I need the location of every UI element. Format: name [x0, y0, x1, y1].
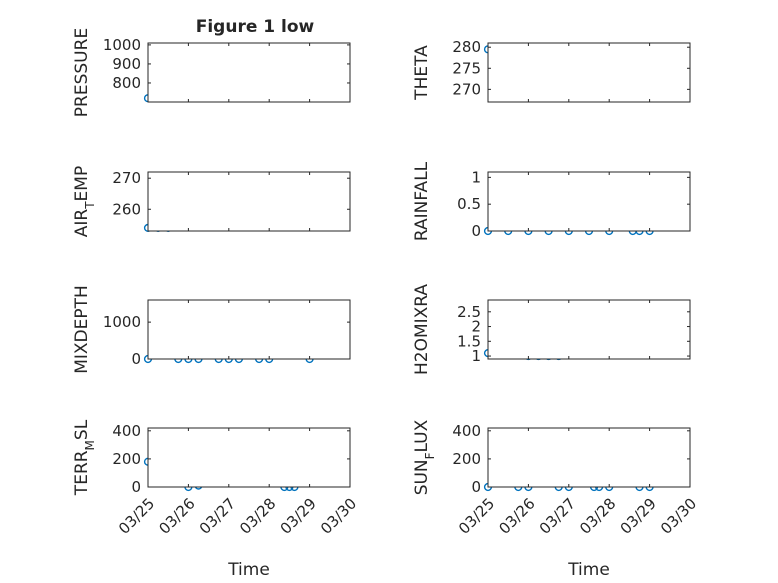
y-axis-label-part: EMP	[72, 166, 92, 202]
x-axis-label: Time	[567, 560, 610, 580]
y-axis-label-part: SUN	[412, 459, 432, 495]
y-axis-label: PRESSURE	[72, 28, 92, 117]
y-tick-label: 1.5	[457, 332, 481, 350]
x-tick-label: 03/29	[617, 495, 660, 538]
y-tick-label: 280	[452, 38, 481, 56]
y-axis-label-part: SL	[72, 419, 92, 440]
x-tick-label: 03/27	[196, 495, 239, 538]
y-tick-label: 0	[471, 478, 481, 496]
x-tick-label: 03/28	[576, 495, 619, 538]
y-axis-label-part: TERR	[72, 450, 92, 496]
y-tick-label: 2.5	[457, 303, 481, 321]
y-tick-label: 200	[452, 450, 481, 468]
subplot-3: 260 270 AIRTEMP	[72, 166, 351, 237]
y-axis-label: MIXDEPTH	[72, 285, 92, 374]
y-tick-label: 200	[112, 450, 141, 468]
y-axis-label: AIRTEMP	[72, 166, 97, 237]
y-axis-label: H2OMIXRA	[412, 284, 432, 375]
axes-frame	[487, 171, 691, 232]
y-axis-label: RAINFALL	[412, 161, 432, 241]
y-axis-label-part: AIR	[72, 209, 92, 238]
y-tick-label: 270	[112, 169, 141, 187]
y-axis-label-part: LUX	[412, 419, 432, 452]
y-axis-label-subscript: T	[83, 201, 97, 210]
x-axis-label: Time	[227, 560, 270, 580]
y-tick-label: 900	[112, 55, 141, 73]
y-axis-label-part: PRESSURE	[72, 28, 92, 117]
y-tick-label: 1	[471, 168, 481, 186]
x-tick-label: 03/26	[495, 495, 538, 538]
x-tick-label: 03/30	[317, 495, 360, 538]
axes-frame	[487, 427, 691, 488]
figure-title: Figure 1 low	[196, 17, 315, 37]
y-tick-label: 800	[112, 74, 141, 92]
subplot-5: 0 1000 MIXDEPTH	[72, 285, 351, 374]
y-axis-label: TERRMSL	[72, 419, 97, 496]
axes-frame	[487, 42, 691, 103]
y-tick-label: 270	[452, 80, 481, 98]
y-axis-label: SUNFLUX	[412, 419, 437, 495]
y-axis-label-part: THETA	[412, 45, 432, 101]
axes-frame	[147, 42, 351, 103]
y-tick-label: 0	[131, 350, 141, 368]
subplot-6: 11.522.5 H2OMIXRA	[412, 284, 691, 375]
axes-frame	[487, 299, 691, 360]
x-tick-label: 03/29	[277, 495, 320, 538]
y-axis-label-part: RAINFALL	[412, 161, 432, 241]
axes-frame	[147, 427, 351, 488]
y-tick-label: 275	[452, 59, 481, 77]
y-axis-label-subscript: M	[83, 440, 97, 450]
y-tick-label: 1000	[103, 36, 141, 54]
axes-frame	[147, 171, 351, 232]
x-tick-label: 03/25	[455, 495, 498, 538]
y-tick-label: 1	[471, 347, 481, 365]
x-tick-label: 03/25	[115, 495, 158, 538]
y-axis-label-part: H2OMIXRA	[412, 284, 432, 375]
y-tick-label: 0	[131, 478, 141, 496]
y-axis-label-subscript: F	[423, 452, 437, 459]
y-axis-label: THETA	[412, 45, 432, 101]
axes-frame	[147, 299, 351, 360]
x-tick-label: 03/28	[236, 495, 279, 538]
y-axis-label-part: MIXDEPTH	[72, 285, 92, 374]
x-tick-label: 03/26	[155, 495, 198, 538]
y-tick-label: 260	[112, 200, 141, 218]
y-tick-label: 2	[471, 318, 481, 336]
subplot-2: 270 275 280 THETA	[412, 38, 691, 103]
x-tick-label: 03/27	[536, 495, 579, 538]
y-tick-label: 1000	[103, 313, 141, 331]
y-tick-label: 0	[471, 222, 481, 240]
y-tick-label: 400	[452, 422, 481, 440]
y-tick-label: 0.5	[457, 195, 481, 213]
y-tick-label: 400	[112, 422, 141, 440]
x-tick-label: 03/30	[657, 495, 700, 538]
subplot-4: 0 0.5 1 RAINFALL	[412, 161, 691, 241]
